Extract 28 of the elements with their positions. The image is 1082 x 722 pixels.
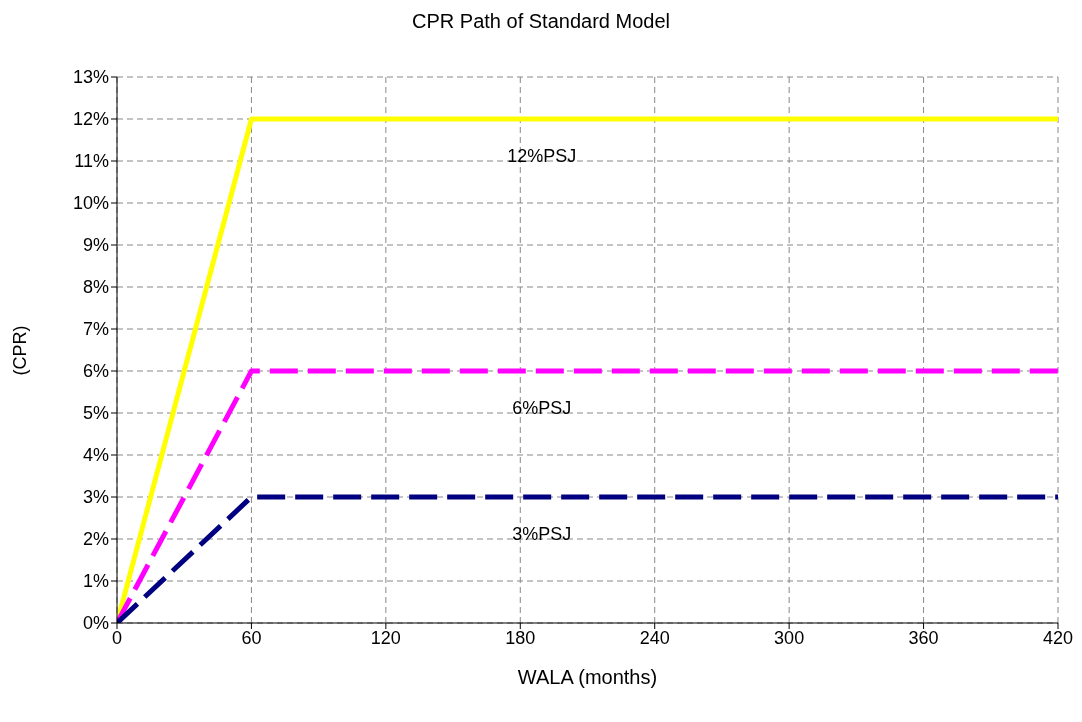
y-tick-label: 2% [82, 529, 109, 550]
y-tick-label: 10% [72, 193, 109, 214]
y-tick-label: 5% [82, 403, 109, 424]
series-label: 3%PSJ [512, 523, 572, 544]
y-tick-label: 6% [82, 361, 109, 382]
y-tick-label: 11% [74, 151, 109, 172]
y-tick-label: 0% [82, 613, 109, 634]
y-tick-label: 12% [72, 109, 109, 130]
y-tick-label: 9% [82, 235, 109, 256]
x-tick-label: 360 [908, 627, 939, 648]
x-tick-label: 0 [111, 627, 123, 648]
x-tick-label: 420 [1042, 627, 1074, 648]
y-tick-label: 1% [82, 571, 109, 592]
x-axis-title: WALA (months) [516, 666, 659, 689]
y-tick-label: 13% [72, 67, 109, 88]
y-tick-label: 7% [82, 319, 109, 340]
y-axis-title: (CPR) [9, 324, 31, 378]
chart-title: CPR Path of Standard Model [411, 10, 671, 33]
x-tick-label: 300 [774, 627, 805, 648]
series-label: 6%PSJ [512, 397, 572, 418]
y-tick-label: 3% [82, 487, 109, 508]
y-tick-label: 8% [82, 277, 109, 298]
series-label: 12%PSJ [507, 145, 577, 166]
x-tick-label: 60 [241, 627, 262, 648]
x-tick-label: 180 [505, 627, 536, 648]
x-tick-label: 120 [370, 627, 401, 648]
x-tick-label: 240 [639, 627, 670, 648]
y-tick-label: 4% [82, 445, 109, 466]
